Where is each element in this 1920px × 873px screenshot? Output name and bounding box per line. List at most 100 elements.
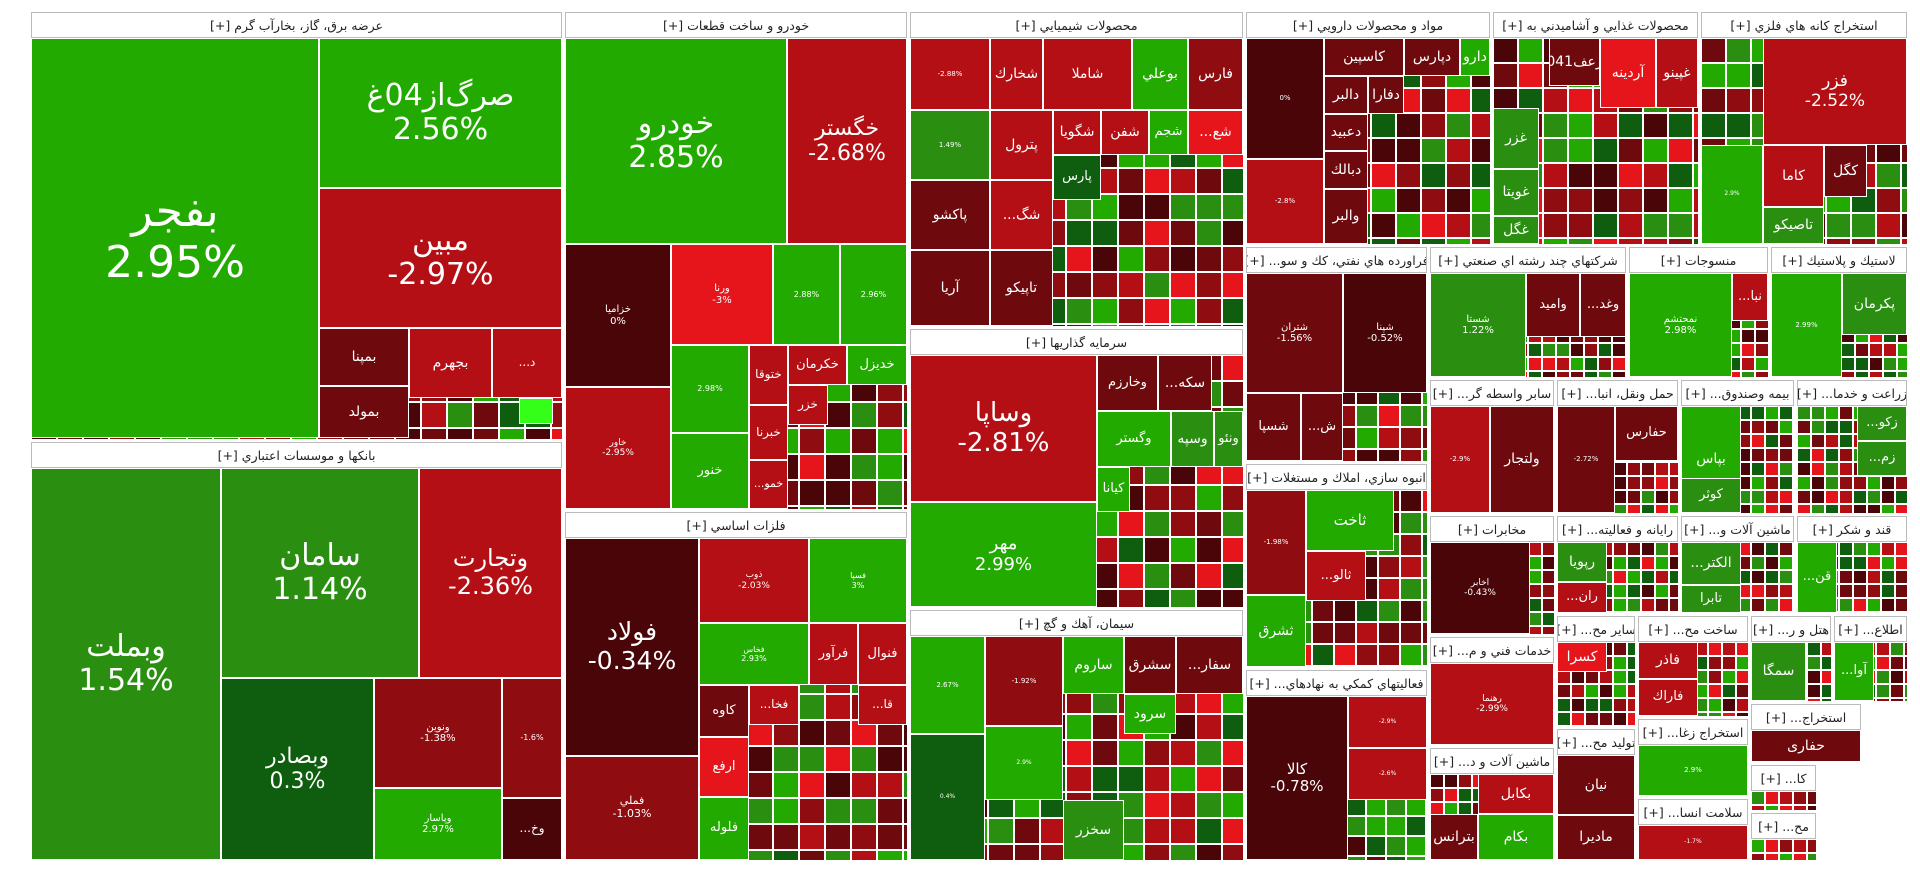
stock-cell[interactable] bbox=[1825, 448, 1839, 462]
stock-cell[interactable] bbox=[1557, 684, 1571, 698]
stock-cell[interactable] bbox=[1613, 698, 1627, 712]
stock-cell[interactable] bbox=[1144, 298, 1170, 324]
stock-tile[interactable]: تاپيكو bbox=[990, 250, 1053, 326]
stock-cell[interactable] bbox=[1542, 626, 1554, 634]
stock-cell[interactable] bbox=[1543, 238, 1568, 244]
stock-tile[interactable]: غزر bbox=[1493, 108, 1539, 169]
stock-cell[interactable] bbox=[1779, 504, 1793, 513]
stock-cell[interactable] bbox=[1765, 490, 1779, 504]
sector-header-chem[interactable]: محصولات شيميايي [+] bbox=[910, 12, 1243, 38]
stock-cell[interactable] bbox=[1471, 163, 1490, 188]
stock-cell[interactable] bbox=[1196, 537, 1222, 563]
stock-cell[interactable] bbox=[877, 454, 903, 480]
stock-cell[interactable] bbox=[1876, 656, 1890, 670]
sector-header-banks[interactable]: بانكها و موسسات اعتباري [+] bbox=[31, 442, 562, 468]
stock-tile[interactable]: غگل bbox=[1493, 216, 1539, 244]
stock-cell[interactable] bbox=[1396, 213, 1421, 238]
stock-cell[interactable] bbox=[1855, 343, 1869, 357]
stock-tile[interactable]: 2.9% bbox=[1638, 745, 1748, 796]
stock-cell[interactable] bbox=[1765, 584, 1779, 598]
stock-cell[interactable] bbox=[1897, 343, 1907, 357]
stock-cell[interactable] bbox=[1693, 138, 1698, 163]
stock-cell[interactable] bbox=[1396, 238, 1421, 244]
stock-tile[interactable]: بكام bbox=[1478, 814, 1554, 860]
stock-cell[interactable] bbox=[1346, 836, 1366, 856]
stock-tile[interactable]: كوثر bbox=[1681, 478, 1741, 513]
stock-cell[interactable] bbox=[1471, 238, 1490, 244]
stock-tile[interactable]: ...ش bbox=[1301, 393, 1343, 461]
stock-cell[interactable] bbox=[1493, 38, 1518, 63]
stock-tile[interactable]: نمحتشم 2.98% bbox=[1629, 273, 1732, 377]
stock-cell[interactable] bbox=[1346, 816, 1366, 836]
stock-tile[interactable]: ...د bbox=[492, 328, 562, 398]
stock-tile[interactable]: فسپا 3% bbox=[809, 538, 907, 623]
stock-cell[interactable] bbox=[1543, 138, 1568, 163]
stock-cell[interactable] bbox=[1895, 570, 1907, 584]
stock-cell[interactable] bbox=[1446, 163, 1471, 188]
stock-cell[interactable] bbox=[1765, 556, 1779, 570]
stock-cell[interactable] bbox=[1422, 534, 1427, 556]
stock-cell[interactable] bbox=[1701, 88, 1726, 113]
stock-cell[interactable] bbox=[1904, 684, 1907, 698]
stock-cell[interactable] bbox=[1618, 213, 1643, 238]
stock-cell[interactable] bbox=[1518, 63, 1543, 88]
stock-cell[interactable] bbox=[1643, 213, 1668, 238]
stock-cell[interactable] bbox=[1779, 791, 1793, 805]
stock-cell[interactable] bbox=[1593, 238, 1618, 244]
stock-cell[interactable] bbox=[1751, 853, 1765, 860]
stock-cell[interactable] bbox=[1807, 684, 1821, 698]
stock-cell[interactable] bbox=[1618, 138, 1643, 163]
stock-cell[interactable] bbox=[1826, 213, 1851, 238]
stock-tile[interactable]: كسرا bbox=[1557, 642, 1607, 672]
stock-cell[interactable] bbox=[1839, 570, 1853, 584]
stock-cell[interactable] bbox=[1793, 612, 1794, 613]
stock-cell[interactable] bbox=[1669, 556, 1678, 570]
stock-cell[interactable] bbox=[1118, 194, 1144, 220]
stock-cell[interactable] bbox=[1556, 357, 1570, 371]
stock-cell[interactable] bbox=[1869, 357, 1883, 371]
stock-cell[interactable] bbox=[1618, 113, 1643, 138]
stock-tile[interactable]: وپاسار 2.97% bbox=[374, 788, 502, 860]
stock-cell[interactable] bbox=[1092, 272, 1118, 298]
stock-cell[interactable] bbox=[1807, 698, 1821, 701]
sector-header-support[interactable]: فعاليتهاي كمكي به نهادهاي... [+] bbox=[1246, 670, 1427, 696]
stock-cell[interactable] bbox=[1421, 213, 1446, 238]
stock-cell[interactable] bbox=[1222, 381, 1243, 407]
stock-cell[interactable] bbox=[1779, 462, 1793, 476]
stock-cell[interactable] bbox=[1669, 612, 1678, 613]
stock-cell[interactable] bbox=[1765, 504, 1779, 513]
stock-tile[interactable]: شتران -1.56% bbox=[1246, 273, 1343, 393]
stock-cell[interactable] bbox=[1426, 816, 1427, 836]
stock-cell[interactable] bbox=[1144, 511, 1170, 537]
stock-cell[interactable] bbox=[1755, 371, 1768, 377]
stock-cell[interactable] bbox=[1118, 537, 1144, 563]
stock-cell[interactable] bbox=[1170, 511, 1196, 537]
stock-cell[interactable] bbox=[1584, 343, 1598, 357]
stock-cell[interactable] bbox=[1643, 113, 1668, 138]
stock-cell[interactable] bbox=[1890, 656, 1904, 670]
stock-cell[interactable] bbox=[903, 772, 907, 798]
stock-cell[interactable] bbox=[1641, 542, 1655, 556]
stock-cell[interactable] bbox=[1701, 63, 1726, 88]
stock-cell[interactable] bbox=[903, 506, 907, 509]
stock-cell[interactable] bbox=[1841, 357, 1855, 371]
stock-cell[interactable] bbox=[1890, 670, 1904, 684]
stock-tile[interactable]: ورنا -3% bbox=[671, 244, 773, 345]
stock-cell[interactable] bbox=[1839, 406, 1853, 420]
stock-tile[interactable]: حفارس bbox=[1615, 406, 1678, 461]
stock-cell[interactable] bbox=[1751, 406, 1765, 420]
stock-cell[interactable] bbox=[1378, 449, 1400, 461]
stock-tile[interactable]: شسپا bbox=[1246, 393, 1301, 461]
stock-cell[interactable] bbox=[1613, 462, 1627, 476]
stock-cell[interactable] bbox=[1356, 666, 1378, 667]
stock-cell[interactable] bbox=[1366, 816, 1386, 836]
stock-cell[interactable] bbox=[1627, 656, 1635, 670]
stock-cell[interactable] bbox=[1839, 612, 1853, 613]
stock-tile[interactable]: ثشرق bbox=[1246, 595, 1306, 667]
stock-tile[interactable]: سمگا bbox=[1751, 642, 1806, 701]
stock-cell[interactable] bbox=[1170, 589, 1196, 607]
stock-tile[interactable]: فولاد -0.34% bbox=[565, 538, 699, 756]
stock-cell[interactable] bbox=[1585, 712, 1599, 726]
stock-cell[interactable] bbox=[1421, 88, 1446, 113]
stock-cell[interactable] bbox=[1793, 476, 1794, 490]
